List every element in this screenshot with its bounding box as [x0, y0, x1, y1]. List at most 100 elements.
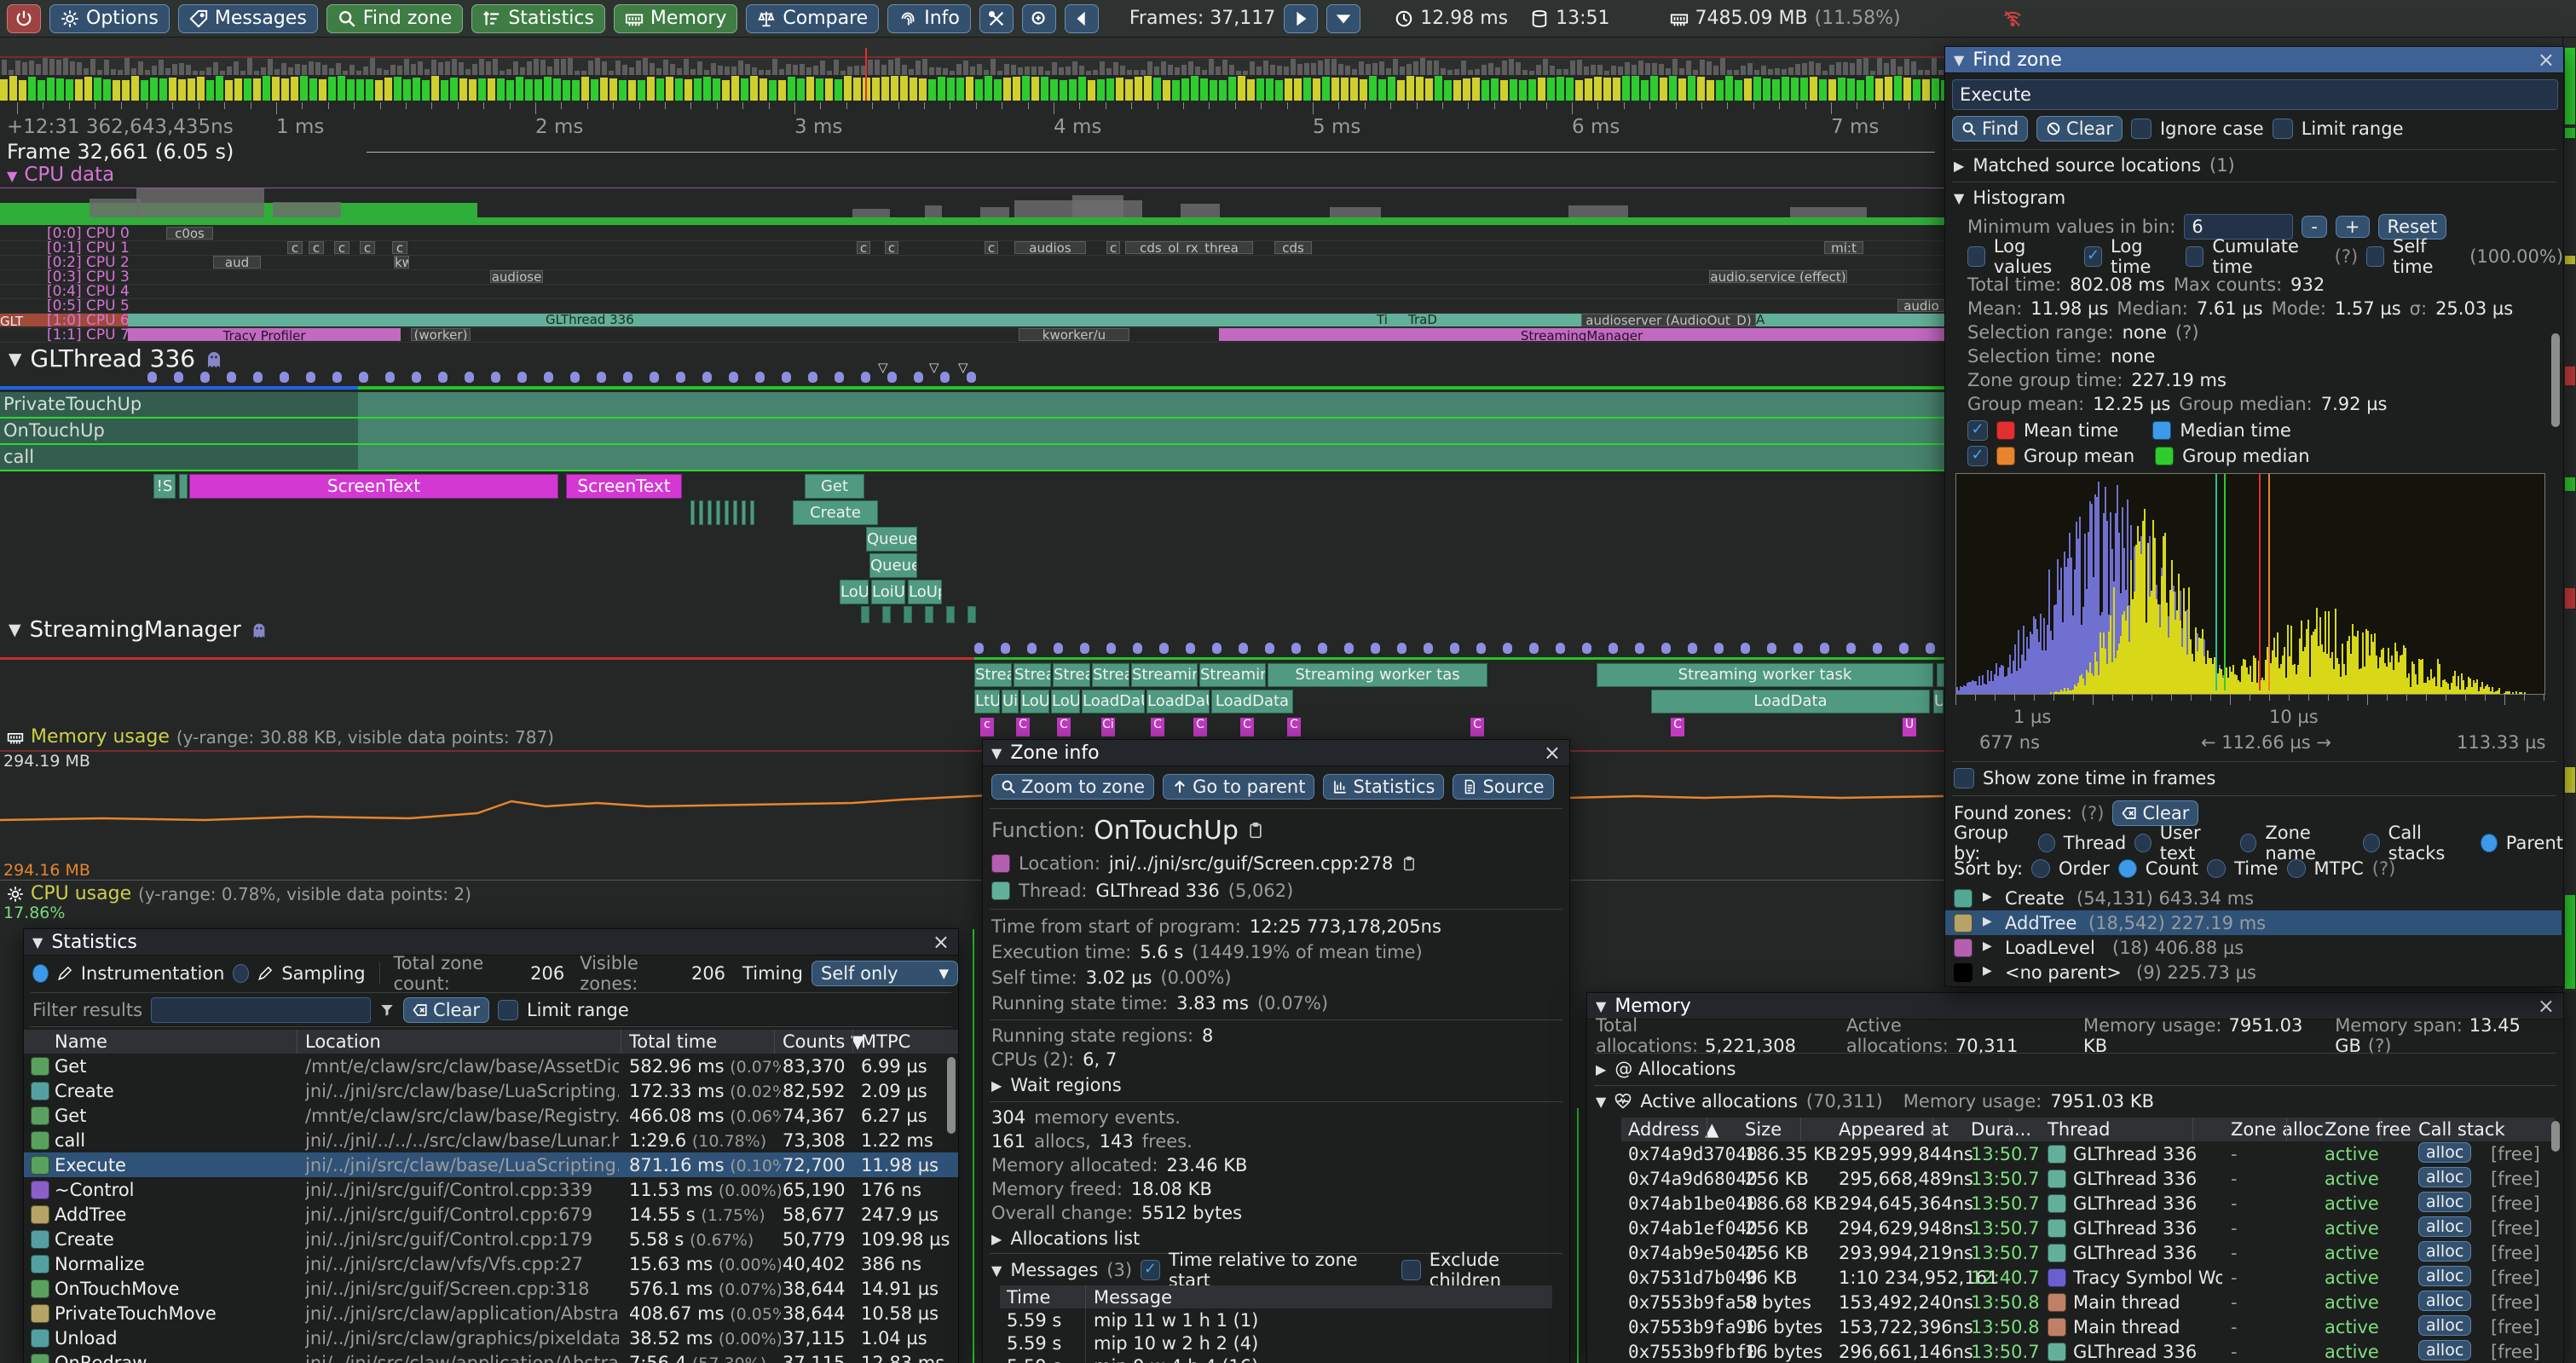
- frame-bar[interactable]: [1088, 80, 1095, 101]
- streaming-zone[interactable]: Streaming: [1131, 663, 1198, 687]
- streaming-zone[interactable]: Streaming worker tas: [1268, 663, 1487, 687]
- frame-bar[interactable]: [178, 79, 186, 101]
- message-row[interactable]: 5.59 s mip 10 w 2 h 2 (4): [1000, 1331, 1552, 1354]
- table-row[interactable]: Create jni/../jni/src/claw/base/LuaScript…: [24, 1078, 958, 1103]
- toolbar-button-compare[interactable]: Compare: [746, 3, 880, 33]
- message-dot[interactable]: [1846, 643, 1856, 654]
- frame-bar[interactable]: [769, 80, 777, 101]
- allocations-list-row[interactable]: ▶ Allocations list: [991, 1227, 1140, 1250]
- frame-bar[interactable]: [1022, 76, 1030, 101]
- wait-regions-row[interactable]: ▶ Wait regions: [991, 1074, 1122, 1096]
- message-row[interactable]: 5.59 s mip 11 w 1 h 1 (1): [1000, 1308, 1552, 1331]
- allocation-row[interactable]: 0x74ab1ef040 256 KB 294,629,948ns 13:50.7 GL…: [1621, 1216, 2555, 1240]
- glthread-child-zone[interactable]: [179, 474, 188, 499]
- frame-bar[interactable]: [1510, 79, 1517, 101]
- frame-bar[interactable]: [1350, 78, 1358, 101]
- matched-locations-row[interactable]: ▶ Matched source locations (1): [1954, 154, 2235, 176]
- memory-usage-graph[interactable]: [0, 754, 1944, 864]
- cumulate-time-checkbox[interactable]: [2186, 246, 2204, 267]
- frame-bar[interactable]: [1707, 80, 1714, 101]
- frame-bar[interactable]: [1763, 78, 1770, 101]
- frame-bar[interactable]: [188, 78, 195, 101]
- streaming-zone[interactable]: Strea: [974, 663, 1012, 687]
- cpu-zone-gray[interactable]: kworker/u: [1019, 328, 1129, 341]
- frame-bar[interactable]: [272, 77, 280, 101]
- allocation-row[interactable]: 0x74ab9e5040 256 KB 293,994,219ns 13:50.7 GL…: [1621, 1240, 2555, 1265]
- frame-bar[interactable]: [684, 79, 692, 101]
- reset-button[interactable]: Reset: [2377, 214, 2447, 240]
- cpu-row[interactable]: audiose audio.service (effect) [0:3] CPU 3: [0, 269, 1944, 286]
- frame-bar[interactable]: [478, 78, 486, 101]
- message-dot[interactable]: [782, 372, 791, 383]
- frame-bar[interactable]: [1519, 80, 1527, 101]
- frame-bar[interactable]: [28, 77, 36, 101]
- frame-bar[interactable]: [75, 79, 83, 101]
- frame-bar[interactable]: [516, 77, 523, 101]
- frame-bar[interactable]: [1069, 79, 1077, 101]
- tiny-zone[interactable]: [690, 500, 695, 525]
- message-dot[interactable]: [517, 372, 527, 383]
- frame-bar[interactable]: [553, 78, 561, 101]
- frame-bar[interactable]: [1463, 78, 1470, 101]
- message-dot[interactable]: [200, 372, 210, 383]
- frame-bar[interactable]: [797, 78, 805, 101]
- zone-info-titlebar[interactable]: ▼ Zone info ×: [983, 740, 1569, 766]
- cpu-zone-gray[interactable]: c: [392, 241, 407, 254]
- frame-bar[interactable]: [778, 80, 786, 101]
- found-zone-row[interactable]: ▶ LoadLevel (18) 406.88 µs: [1945, 935, 2562, 960]
- frame-bar[interactable]: [638, 80, 645, 101]
- exclude-children-checkbox[interactable]: [1401, 1260, 1421, 1280]
- frame-bar[interactable]: [985, 76, 992, 101]
- frame-bar[interactable]: [1575, 80, 1583, 101]
- group-radio-user-text[interactable]: [2134, 834, 2151, 852]
- toolbar-button-statistics[interactable]: Statistics: [471, 3, 605, 33]
- sort-radio-mtpc[interactable]: [2286, 859, 2306, 878]
- message-dot[interactable]: [1001, 643, 1010, 654]
- message-dot[interactable]: [808, 372, 817, 383]
- active-allocations-row[interactable]: ▼ Active allocations (70,311) Memory usage:…: [1596, 1090, 2154, 1112]
- message-dot[interactable]: [967, 372, 976, 383]
- glthread-message-dots[interactable]: [0, 370, 1944, 384]
- filter-input[interactable]: [151, 997, 372, 1023]
- column-header-address[interactable]: Address ▲: [1628, 1119, 1719, 1140]
- tiny-zone-mark[interactable]: [904, 606, 912, 623]
- message-dot[interactable]: [1106, 643, 1116, 654]
- frame-bar[interactable]: [1650, 76, 1658, 101]
- glthread-child-zone[interactable]: Queue: [869, 553, 917, 578]
- cpu-usage-header[interactable]: CPU usage (y-range: 0.78%, visible data p…: [7, 883, 471, 904]
- frame-bar[interactable]: [1013, 77, 1020, 101]
- found-zone-row[interactable]: ▶ <no parent> (9) 225.73 µs: [1945, 960, 2562, 985]
- timing-select[interactable]: Self only ▼: [811, 961, 958, 986]
- frame-bar[interactable]: [309, 78, 317, 101]
- frame-bar[interactable]: [450, 78, 458, 101]
- frame-bar[interactable]: [1725, 76, 1733, 101]
- tiny-zone-mark[interactable]: [925, 606, 933, 623]
- frame-bar[interactable]: [1341, 78, 1349, 101]
- minbin-input[interactable]: 6: [2184, 214, 2294, 240]
- zoom-to-zone-button[interactable]: Zoom to zone: [991, 774, 1155, 800]
- frame-bar[interactable]: [122, 80, 130, 101]
- frame-bar[interactable]: [1810, 77, 1817, 101]
- frame-bar[interactable]: [244, 78, 251, 101]
- message-dot[interactable]: [359, 372, 368, 383]
- frame-bar[interactable]: [113, 80, 120, 101]
- streaming-child-zone[interactable]: LoadDaU: [1146, 690, 1210, 713]
- frame-bar[interactable]: [1303, 78, 1311, 101]
- frame-bar[interactable]: [1444, 80, 1452, 101]
- allocation-row[interactable]: 0x74a9d37040 186.35 KB 295,999,844ns 13:50.…: [1621, 1141, 2555, 1166]
- frame-bar[interactable]: [1716, 80, 1724, 101]
- frame-bar[interactable]: [731, 76, 739, 101]
- frame-bar[interactable]: [1294, 78, 1302, 101]
- message-dot[interactable]: [1476, 643, 1486, 654]
- frame-bar[interactable]: [1163, 80, 1170, 101]
- frame-bar[interactable]: [253, 78, 261, 101]
- message-dot[interactable]: [1873, 643, 1882, 654]
- frame-bar[interactable]: [488, 78, 495, 101]
- frame-bar[interactable]: [38, 80, 45, 101]
- cpu-zone-gray[interactable]: (worker): [411, 328, 471, 341]
- frame-bar[interactable]: [1060, 80, 1067, 101]
- message-dot[interactable]: [544, 372, 553, 383]
- alloc-callstack-button[interactable]: alloc: [2418, 1192, 2472, 1212]
- frame-bar[interactable]: [103, 79, 111, 101]
